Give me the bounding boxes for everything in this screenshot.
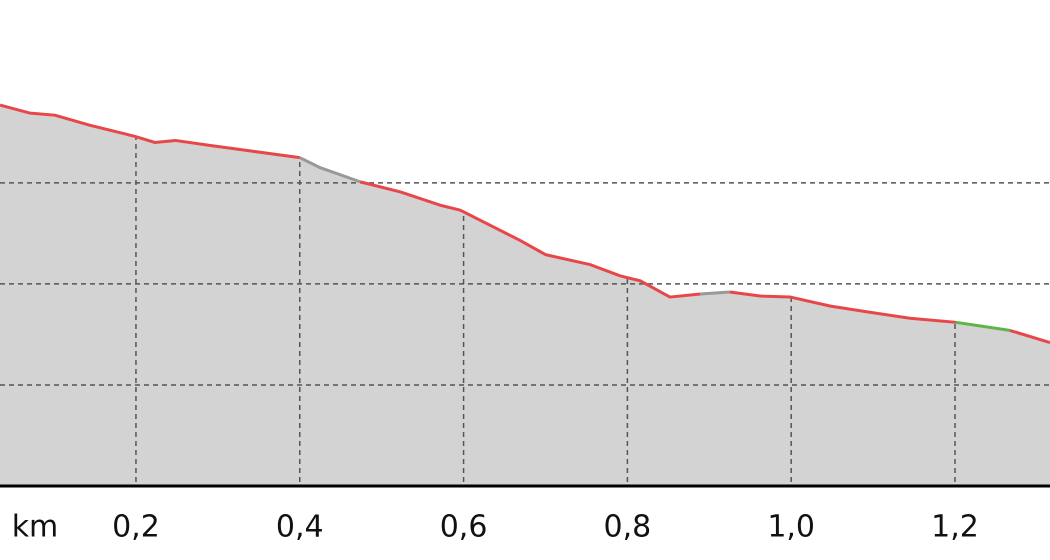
- x-tick-label: 0,2: [112, 510, 160, 545]
- profile-line: [955, 320, 1011, 332]
- x-tick-label: 1,0: [767, 510, 815, 545]
- profile-line: [700, 290, 730, 296]
- profile-line: [1009, 328, 1050, 344]
- area: [729, 291, 957, 487]
- area: [1009, 329, 1050, 487]
- x-tick-label: 0,4: [276, 510, 324, 545]
- area: [359, 181, 701, 487]
- profile-line: [0, 103, 300, 160]
- x-tick-label: 0,8: [604, 510, 652, 545]
- x-tick-label: 1,2: [931, 510, 979, 545]
- area: [955, 321, 1011, 487]
- x-tick-label: 0,6: [440, 510, 488, 545]
- x-axis-label: km: [12, 510, 59, 545]
- profile-line: [360, 180, 701, 299]
- area: [299, 156, 361, 487]
- area: [699, 291, 731, 487]
- profile-line: [729, 290, 956, 324]
- profile-line: [299, 156, 361, 184]
- area: [0, 104, 301, 487]
